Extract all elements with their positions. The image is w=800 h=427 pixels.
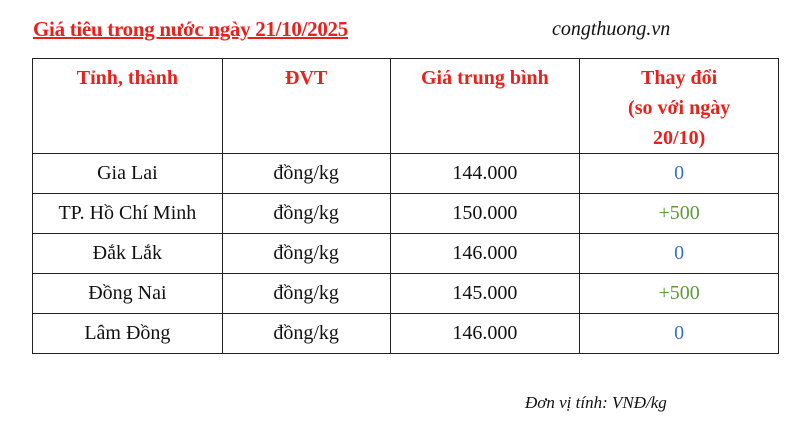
cell-change: 0 [579,153,779,194]
cell-change: 0 [579,233,779,274]
cell-province: Gia Lai [32,153,223,194]
cell-unit: đồng/kg [221,313,391,354]
header-change-line: Thay đổi [641,67,718,89]
cell-price: 146.000 [389,313,581,354]
header-province: Tỉnh, thành [32,58,223,154]
cell-unit: đồng/kg [221,273,391,314]
cell-change: +500 [579,273,779,314]
cell-price: 150.000 [389,193,581,234]
cell-unit: đồng/kg [221,233,391,274]
source-site: congthuong.vn [552,18,671,40]
cell-province: Lâm Đồng [32,313,223,354]
cell-change: +500 [579,193,779,234]
cell-province: Đồng Nai [32,273,223,314]
table-row: Gia Lai đồng/kg 144.000 0 [32,153,779,194]
cell-price: 145.000 [389,273,581,314]
cell-price: 144.000 [389,153,581,194]
table-row: Đắk Lắk đồng/kg 146.000 0 [32,233,779,274]
header-unit: ĐVT [221,58,391,154]
cell-change: 0 [579,313,779,354]
table-row: TP. Hồ Chí Minh đồng/kg 150.000 +500 [32,193,779,234]
cell-province: TP. Hồ Chí Minh [32,193,223,234]
price-table: Tỉnh, thành ĐVT Giá trung bình Thay đổi … [32,58,779,354]
unit-footnote: Đơn vị tính: VNĐ/kg [525,393,667,412]
cell-unit: đồng/kg [221,153,391,194]
header-change-line: (so với ngày [628,97,731,119]
header-row: Tỉnh, thành ĐVT Giá trung bình Thay đổi … [32,58,779,154]
header-change: Thay đổi (so với ngày 20/10) [579,58,779,154]
page-title: Giá tiêu trong nước ngày 21/10/2025 [33,17,348,41]
cell-province: Đắk Lắk [32,233,223,274]
header-change-line: 20/10) [653,127,706,149]
cell-unit: đồng/kg [221,193,391,234]
table-row: Đồng Nai đồng/kg 145.000 +500 [32,273,779,314]
header-price: Giá trung bình [389,58,581,154]
cell-price: 146.000 [389,233,581,274]
table-row: Lâm Đồng đồng/kg 146.000 0 [32,313,779,354]
